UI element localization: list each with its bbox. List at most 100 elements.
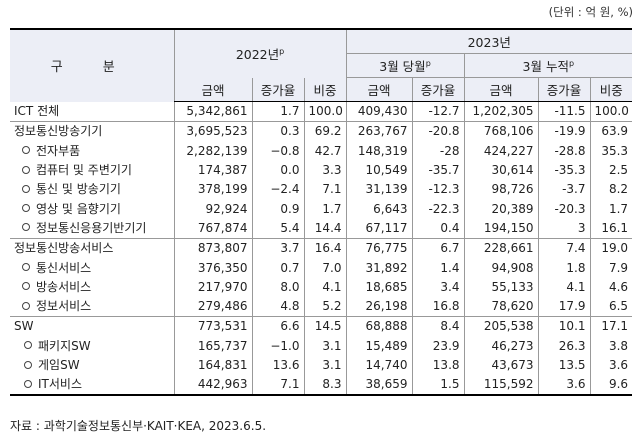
cell-value: 1.7: [589, 199, 633, 219]
cell-value: 63.9: [589, 121, 633, 142]
cell-value: 17.9: [537, 296, 591, 317]
cell-value: 0.0: [251, 160, 304, 181]
cell-value: 43,673: [463, 355, 539, 376]
row-label: ICT 전체: [14, 103, 60, 118]
bullet-circle-icon: [22, 223, 30, 232]
cell-value: 217,970: [173, 277, 252, 297]
cell-value: 3.6: [589, 355, 633, 376]
cell-value: −2.4: [251, 180, 304, 200]
cell-value: 4.1: [303, 277, 347, 297]
header-2023: 2023년: [345, 29, 633, 54]
cell-value: 148,319: [345, 141, 413, 161]
cell-value: 7.1: [303, 180, 347, 200]
cell-value: 31,139: [345, 180, 413, 200]
table-row: ICT 전체 5,342,861 1.7 100.0 409,430 -12.7 1,202…: [10, 101, 633, 122]
cell-value: 16.1: [589, 218, 633, 239]
cell-value: 23.9: [411, 336, 465, 356]
cell-value: 13.8: [411, 355, 465, 376]
table-row: 정보서비스 279,486 4.8 5.2 26,198 16.8 78,620 17.9 6.…: [10, 296, 633, 317]
table-row: SW 773,531 6.6 14.5 68,888 8.4 205,538 10.1 17.1: [10, 316, 633, 337]
col-share: 비중: [589, 77, 633, 102]
cell-value: 5.4: [251, 218, 304, 239]
cell-value: 1.7: [303, 199, 347, 219]
row-label: 게임SW: [10, 356, 174, 375]
row-label: IT서비스: [10, 375, 174, 397]
bullet-circle-icon: [22, 146, 30, 155]
cell-value: 8.2: [589, 180, 633, 200]
col-amount: 금액: [345, 77, 413, 102]
cell-value: 98,726: [463, 180, 539, 200]
cell-value: 92,924: [173, 199, 252, 219]
cell-value: 7.9: [589, 258, 633, 278]
cell-value: 205,538: [463, 316, 539, 337]
cell-value: 6.6: [251, 316, 304, 337]
cell-value: 115,592: [463, 375, 539, 397]
bullet-circle-icon: [22, 282, 30, 291]
cell-value: 3.7: [251, 238, 304, 259]
cell-value: −0.8: [251, 141, 304, 161]
cell-value: -11.5: [537, 101, 591, 122]
header-2022: 2022년p: [173, 29, 347, 78]
table-row: IT서비스 442,963 7.1 8.3 38,659 1.5 115,592 3.6 9.6: [10, 375, 633, 397]
cell-value: 55,133: [463, 277, 539, 297]
table-row: 정보통신방송서비스 873,807 3.7 16.4 76,775 6.7 228,661 7…: [10, 238, 633, 259]
table-row: 방송서비스 217,970 8.0 4.1 18,685 3.4 55,133 4.1 4.6: [10, 277, 633, 297]
cell-value: 4.6: [589, 277, 633, 297]
cell-value: -22.3: [411, 199, 465, 219]
cell-value: 165,737: [173, 336, 252, 356]
cell-value: 69.2: [303, 121, 347, 142]
cell-value: 4.1: [537, 277, 591, 297]
cell-value: 378,199: [173, 180, 252, 200]
cell-value: 100.0: [303, 101, 347, 122]
cell-value: 773,531: [173, 316, 252, 337]
bullet-circle-icon: [22, 165, 30, 174]
cell-value: 873,807: [173, 238, 252, 259]
cell-value: 0.9: [251, 199, 304, 219]
cell-value: 1.4: [411, 258, 465, 278]
cell-value: 18,685: [345, 277, 413, 297]
cell-value: -35.3: [537, 160, 591, 181]
cell-value: 2,282,139: [173, 141, 252, 161]
cell-value: −1.0: [251, 336, 304, 356]
row-label: SW: [10, 316, 174, 337]
cell-value: 768,106: [463, 121, 539, 142]
cell-value: 13.6: [251, 355, 304, 376]
row-label: 정보통신방송서비스: [10, 238, 174, 259]
cell-value: 0.4: [411, 218, 465, 239]
cell-value: 67,117: [345, 218, 413, 239]
bullet-circle-icon: [24, 341, 32, 350]
cell-value: 194,150: [463, 218, 539, 239]
table-row: 정보통신방송기기 3,695,523 0.3 69.2 263,767 -20.8 768,…: [10, 121, 633, 142]
cell-value: 0.3: [251, 121, 304, 142]
cell-value: 424,227: [463, 141, 539, 161]
header-month-cumulative: 3월 누적p: [463, 53, 633, 78]
cell-value: 1,202,305: [463, 101, 539, 122]
table-row: 컴퓨터 및 주변기기 174,387 0.0 3.3 10,549 -35.7 30,614…: [10, 160, 633, 181]
cell-value: 1.5: [411, 375, 465, 397]
cell-value: 42.7: [303, 141, 347, 161]
source-note: 자료 : 과학기술정보통신부·KAIT·KEA, 2023.6.5.: [10, 419, 267, 433]
cell-value: 14,740: [345, 355, 413, 376]
cell-value: 1.8: [537, 258, 591, 278]
cell-value: 174,387: [173, 160, 252, 181]
cell-value: 16.8: [411, 296, 465, 317]
row-label: 정보서비스: [10, 297, 174, 317]
col-growth: 증가율: [411, 77, 465, 102]
cell-value: 35.3: [589, 141, 633, 161]
cell-value: 10.1: [537, 316, 591, 337]
bullet-circle-icon: [22, 263, 30, 272]
cell-value: 5.2: [303, 296, 347, 317]
cell-value: 6.5: [589, 296, 633, 317]
bullet-circle-icon: [24, 360, 32, 369]
cell-value: -28: [411, 141, 465, 161]
cell-value: 30,614: [463, 160, 539, 181]
bullet-circle-icon: [22, 204, 30, 213]
col-growth: 증가율: [537, 77, 591, 102]
cell-value: 8.0: [251, 277, 304, 297]
bullet-circle-icon: [22, 184, 30, 193]
cell-value: 78,620: [463, 296, 539, 317]
col-amount: 금액: [463, 77, 539, 102]
cell-value: 442,963: [173, 375, 252, 397]
cell-value: 9.6: [589, 375, 633, 397]
row-label: 패키지SW: [10, 337, 174, 356]
